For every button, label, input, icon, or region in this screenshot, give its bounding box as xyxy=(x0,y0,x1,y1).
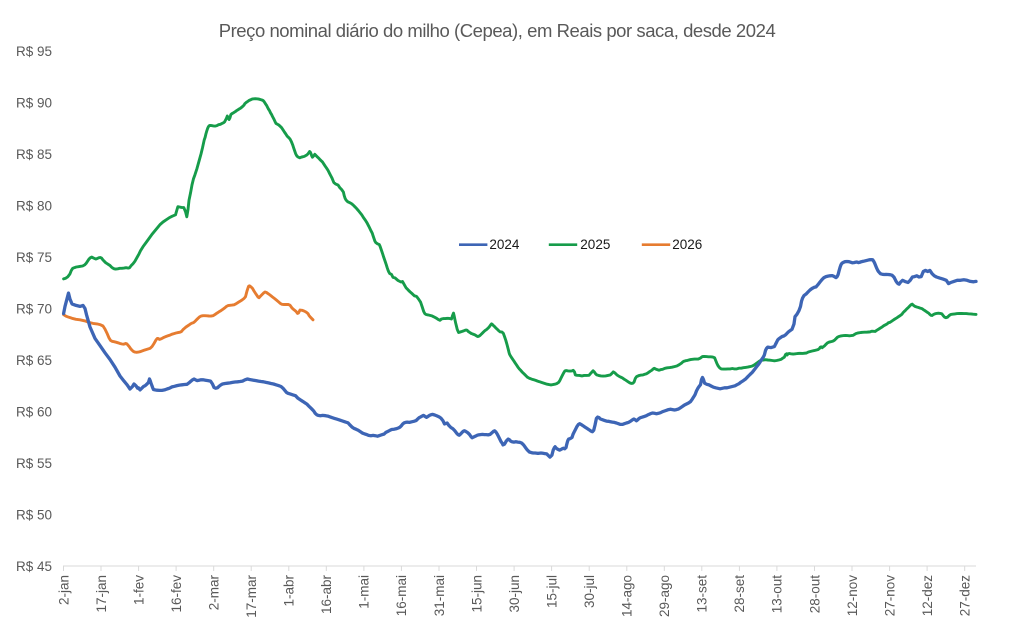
svg-text:30-jun: 30-jun xyxy=(507,575,522,613)
svg-text:27-nov: 27-nov xyxy=(882,575,897,617)
svg-text:R$ 65: R$ 65 xyxy=(16,353,52,368)
svg-text:2026: 2026 xyxy=(672,237,702,252)
svg-text:R$ 50: R$ 50 xyxy=(16,508,52,523)
svg-text:15-jun: 15-jun xyxy=(469,575,484,613)
svg-text:R$ 85: R$ 85 xyxy=(16,147,52,162)
svg-text:15-jul: 15-jul xyxy=(544,575,559,608)
svg-text:Preço nominal diário do milho: Preço nominal diário do milho (Cepea), e… xyxy=(219,20,776,41)
svg-text:R$ 55: R$ 55 xyxy=(16,456,52,471)
svg-text:16-abr: 16-abr xyxy=(319,575,334,615)
svg-text:17-mar: 17-mar xyxy=(244,575,259,618)
svg-text:2025: 2025 xyxy=(580,237,610,252)
svg-text:R$ 90: R$ 90 xyxy=(16,96,52,111)
svg-text:R$ 60: R$ 60 xyxy=(16,405,52,420)
svg-text:13-set: 13-set xyxy=(695,575,710,613)
svg-text:28-set: 28-set xyxy=(732,575,747,613)
svg-text:R$ 95: R$ 95 xyxy=(16,44,52,59)
svg-text:1-mai: 1-mai xyxy=(357,575,372,609)
svg-text:12-dez: 12-dez xyxy=(920,575,935,617)
svg-text:2024: 2024 xyxy=(489,237,520,252)
svg-text:R$ 70: R$ 70 xyxy=(16,302,52,317)
svg-text:27-dez: 27-dez xyxy=(958,575,973,617)
svg-text:R$ 45: R$ 45 xyxy=(16,559,52,574)
svg-text:13-out: 13-out xyxy=(770,575,785,614)
svg-text:1-abr: 1-abr xyxy=(282,574,297,606)
svg-text:29-ago: 29-ago xyxy=(657,575,672,617)
svg-text:16-fev: 16-fev xyxy=(169,575,184,613)
svg-text:1-fev: 1-fev xyxy=(131,575,146,605)
svg-text:R$ 75: R$ 75 xyxy=(16,250,52,265)
svg-text:30-jul: 30-jul xyxy=(582,575,597,608)
svg-text:2-jan: 2-jan xyxy=(56,575,71,605)
svg-text:12-nov: 12-nov xyxy=(845,575,860,617)
svg-text:14-ago: 14-ago xyxy=(620,575,635,617)
svg-text:2-mar: 2-mar xyxy=(207,575,222,611)
svg-text:28-out: 28-out xyxy=(807,575,822,614)
svg-text:R$ 80: R$ 80 xyxy=(16,199,52,214)
svg-text:17-jan: 17-jan xyxy=(94,575,109,613)
svg-text:31-mai: 31-mai xyxy=(432,575,447,616)
svg-text:16-mai: 16-mai xyxy=(394,575,409,616)
